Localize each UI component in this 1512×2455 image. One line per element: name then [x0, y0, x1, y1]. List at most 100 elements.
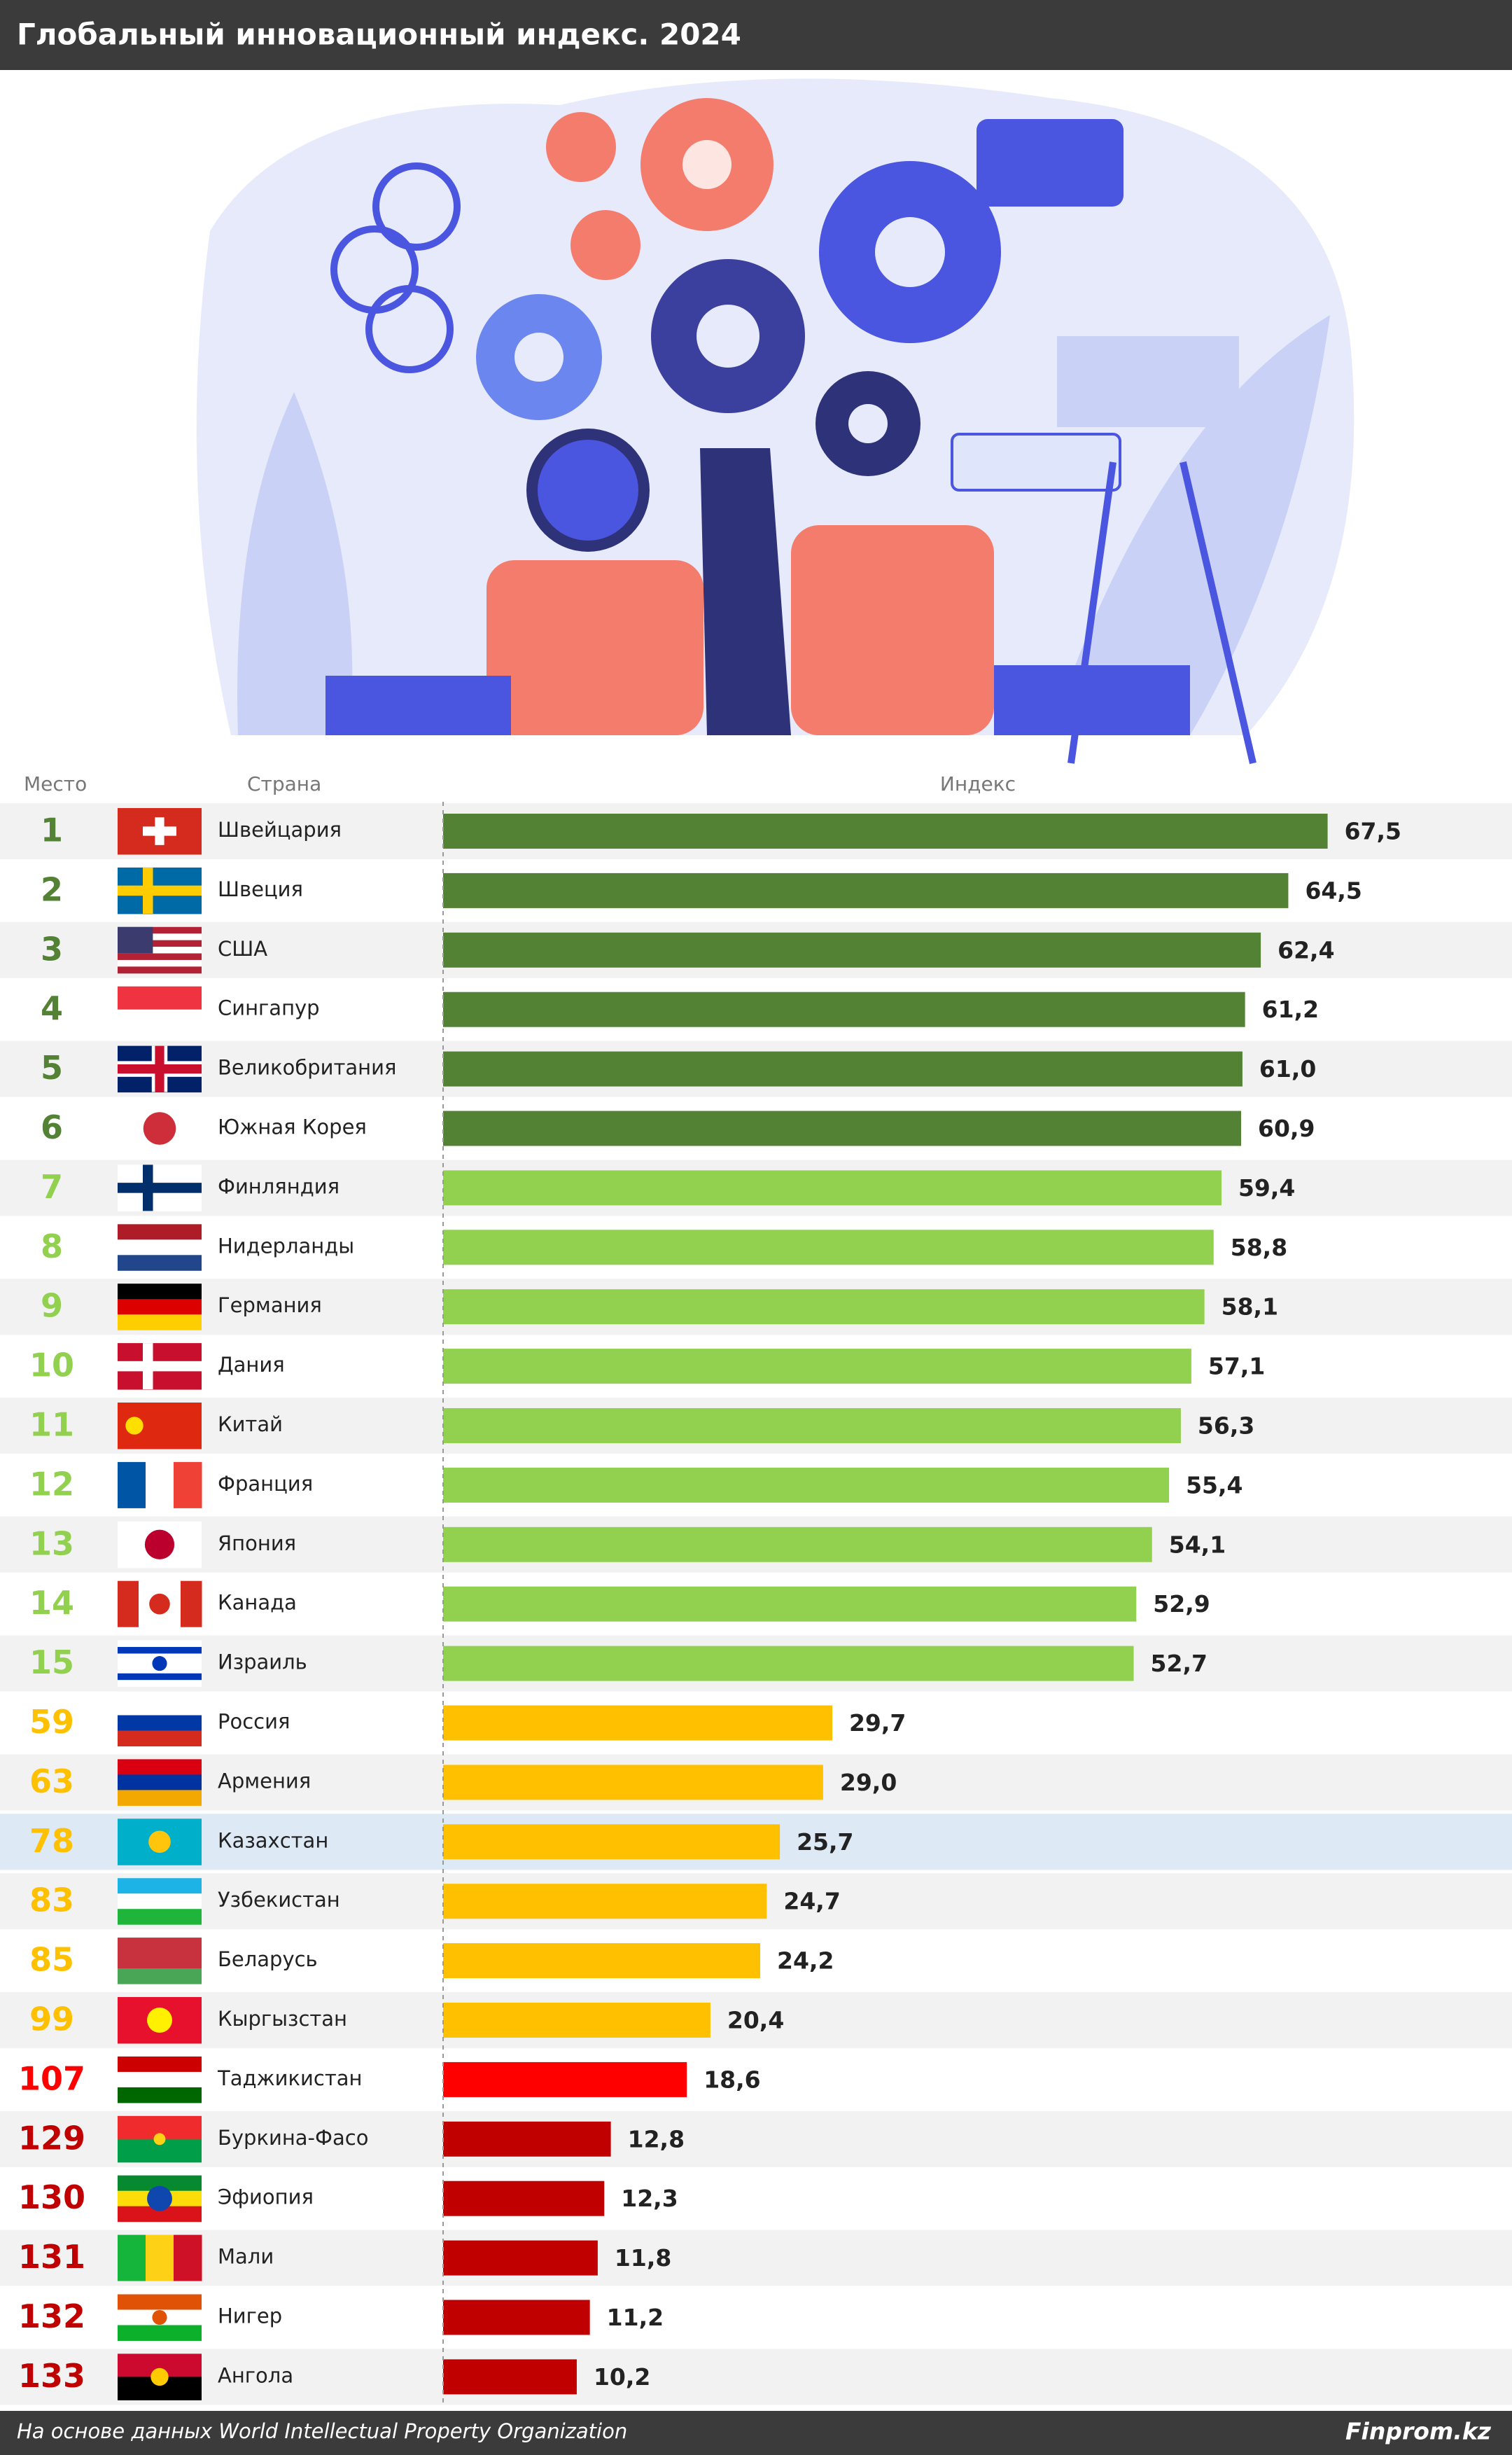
bar — [443, 1943, 761, 1979]
value-label: 57,1 — [1208, 1353, 1265, 1380]
flag — [118, 2115, 202, 2163]
flag-cross — [118, 885, 202, 896]
rank: 130 — [18, 2178, 85, 2216]
rank: 8 — [41, 1228, 63, 1265]
rank: 13 — [29, 1524, 74, 1562]
flag-stripe — [118, 1461, 146, 1508]
flag-canton — [118, 926, 153, 954]
flag-stripe — [118, 1284, 202, 1300]
rank: 132 — [18, 2297, 85, 2335]
flag-stripe — [118, 1673, 202, 1681]
flag-stripe — [118, 1893, 202, 1910]
flag — [118, 2353, 202, 2400]
bar — [443, 2121, 611, 2157]
flag — [118, 808, 202, 855]
flag-stripe — [118, 1699, 202, 1716]
country-label: Мали — [218, 2245, 274, 2269]
flag-cross — [143, 826, 176, 836]
country-label: Армения — [218, 1769, 311, 1793]
flag — [118, 986, 202, 1034]
value-label: 67,5 — [1345, 818, 1401, 845]
flag-stripe — [118, 2234, 146, 2281]
flag-emblem — [148, 1830, 171, 1854]
rank: 59 — [29, 1703, 74, 1741]
flag-emblem — [152, 1656, 167, 1671]
flag-emblem — [144, 1529, 175, 1559]
column-label: Место — [24, 772, 87, 795]
flag — [118, 1580, 202, 1627]
value-label: 20,4 — [727, 2007, 784, 2034]
value-label: 52,7 — [1151, 1650, 1208, 1677]
country-label: Россия — [218, 1710, 290, 1734]
flag-stripe — [118, 1968, 202, 1984]
value-label: 29,7 — [849, 1709, 906, 1737]
rank: 7 — [41, 1168, 63, 1206]
flag-stripe — [118, 1255, 202, 1271]
flag-stripe — [181, 1580, 202, 1627]
flag — [118, 1045, 202, 1093]
flag-stripe — [118, 959, 202, 967]
country-label: Китай — [218, 1412, 283, 1436]
flag — [118, 1938, 202, 1984]
flag — [118, 1699, 202, 1746]
bar — [443, 1884, 767, 1919]
country-label: Южная Корея — [218, 1115, 367, 1139]
country-label: Швейцария — [218, 818, 342, 842]
bar — [443, 1051, 1242, 1087]
flag-stripe — [118, 2071, 202, 2088]
flag-stripe — [118, 926, 202, 934]
value-label: 18,6 — [704, 2066, 760, 2093]
value-label: 10,2 — [594, 2363, 650, 2391]
source: На основе данных World Intellectual Prop… — [17, 2419, 627, 2443]
value-label: 25,7 — [797, 1828, 853, 1856]
country-label: Буркина-Фасо — [218, 2126, 368, 2150]
flag-cross — [118, 1183, 202, 1193]
flag-stripe — [118, 1239, 202, 1256]
row-background — [0, 1992, 1512, 2048]
row-background — [0, 2289, 1512, 2346]
flag-stripe — [118, 933, 202, 941]
bar — [443, 1646, 1134, 1681]
bar — [443, 932, 1261, 968]
country-label: Великобритания — [218, 1056, 396, 1080]
bar — [443, 2061, 687, 2097]
flag-stripe — [118, 2325, 202, 2341]
column-label: Индекс — [940, 772, 1016, 795]
value-label: 24,2 — [777, 1947, 834, 1975]
country-label: Сингапур — [218, 996, 320, 1020]
rank: 10 — [29, 1347, 74, 1384]
bar — [443, 1824, 780, 1860]
flag-stripe — [118, 1715, 202, 1731]
rank: 129 — [18, 2119, 85, 2157]
bar — [443, 2240, 598, 2276]
flag-stripe — [118, 1774, 202, 1790]
flag-emblem — [149, 1593, 170, 1615]
flag-stripe — [118, 1224, 202, 1240]
column-label: Страна — [247, 772, 321, 795]
flag — [118, 1521, 202, 1569]
flag-stripe — [118, 1314, 202, 1330]
flag-stripe — [118, 1938, 202, 1954]
flag-stripe — [118, 2056, 202, 2073]
rank: 6 — [41, 1108, 63, 1146]
rank: 83 — [29, 1882, 74, 1919]
bar — [443, 1705, 832, 1741]
rank: 5 — [41, 1049, 63, 1087]
row-background — [0, 2349, 1512, 2405]
bar — [443, 1170, 1222, 1206]
bar — [443, 2003, 710, 2038]
header-bar — [0, 0, 1512, 70]
flag — [118, 1284, 202, 1330]
flag-stripe — [118, 1647, 202, 1654]
flag — [118, 1640, 202, 1688]
value-label: 52,9 — [1153, 1590, 1210, 1618]
flag-stripe — [118, 940, 202, 947]
footer-bar — [0, 2411, 1512, 2455]
flag — [118, 2175, 202, 2223]
bar — [443, 1586, 1137, 1622]
country-label: Япония — [218, 1531, 296, 1555]
flag — [118, 1818, 202, 1865]
bar — [443, 872, 1289, 908]
bar — [443, 1349, 1191, 1384]
value-label: 24,7 — [783, 1888, 840, 1915]
